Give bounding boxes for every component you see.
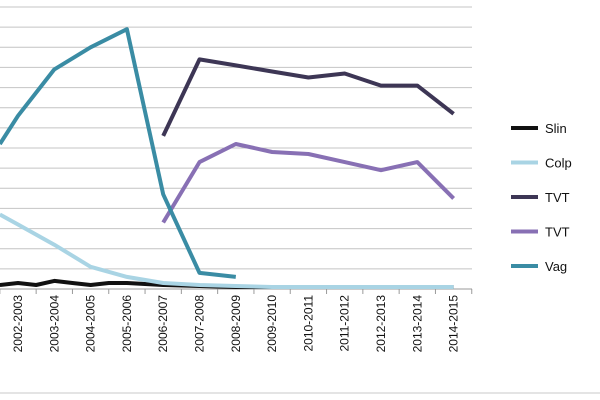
legend-label: TVT	[545, 190, 570, 205]
x-tick-label: 2009-2010	[265, 295, 279, 353]
legend-label: Vag	[545, 259, 567, 274]
x-tick-label: 2011-2012	[338, 295, 352, 352]
x-tick-label: 2008-2009	[229, 295, 243, 353]
x-tick-label: 2010-2011	[301, 295, 315, 352]
series-line-vag-5	[0, 27, 237, 279]
x-tick-label: 2012-2013	[374, 295, 388, 353]
x-tick-label: 2006-2007	[156, 295, 170, 353]
series-line-colp-2	[0, 212, 454, 289]
x-tick-label: 2007-2008	[193, 295, 207, 353]
x-tick-label: 2002-2003	[11, 295, 25, 353]
x-tick-label: 2014-2015	[447, 295, 461, 353]
x-tick-label: 2013-2014	[410, 295, 424, 353]
x-tick-label: 2003-2004	[47, 295, 61, 353]
legend-label: Slin	[545, 121, 567, 136]
x-tick-label: 2005-2006	[120, 295, 134, 353]
legend: Slin Colp TVT TVT Vag	[511, 121, 572, 274]
legend-label: Colp	[545, 156, 572, 171]
series-line-tvt-4	[161, 142, 456, 224]
x-axis: 2002-2003 2003-2004 2004-2005 2005-2006 2006…	[0, 288, 473, 353]
x-tick-label: 2004-2005	[84, 295, 98, 353]
series-lines	[0, 27, 456, 289]
series-line-tvt-3	[161, 57, 455, 137]
legend-label: TVT	[545, 225, 570, 240]
gridlines	[0, 6, 472, 290]
